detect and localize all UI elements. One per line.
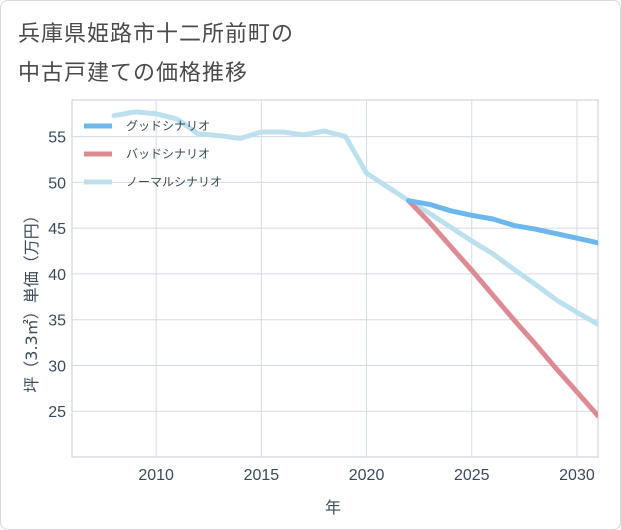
y-tick-label: 45 — [48, 221, 66, 238]
legend-label: グッドシナリオ — [126, 119, 210, 133]
x-axis-label: 年 — [325, 498, 341, 517]
series-line-2 — [111, 109, 598, 327]
y-axis-label: 坪（3.3㎡）単価（万円） — [22, 207, 41, 392]
x-tick-label: 2025 — [454, 467, 490, 484]
chart-title-line2: 中古戸建ての価格推移 — [18, 61, 249, 86]
plot-border — [71, 99, 599, 458]
grid — [71, 99, 599, 458]
x-tick-label: 2010 — [138, 467, 174, 484]
series-lines — [111, 109, 598, 419]
tick-labels: 2010 2015 2020 2025 2030 25 30 35 40 45 50 55 — [48, 130, 595, 484]
y-tick-label: 55 — [48, 130, 66, 147]
y-tick-label: 40 — [48, 267, 66, 284]
legend-label: バッドシナリオ — [126, 147, 210, 161]
y-tick-label: 30 — [48, 358, 66, 375]
x-tick-label: 2020 — [349, 467, 385, 484]
y-tick-label: 50 — [48, 175, 66, 192]
chart-title-line1: 兵庫県姫路市十二所前町の — [18, 22, 295, 47]
x-tick-label: 2015 — [244, 467, 280, 484]
y-tick-label: 25 — [48, 404, 66, 421]
y-tick-label: 35 — [48, 313, 66, 330]
series-line-1 — [406, 198, 598, 419]
series-line-0 — [406, 198, 598, 246]
legend-label: ノーマルシナリオ — [126, 175, 222, 189]
x-tick-label: 2030 — [559, 467, 595, 484]
